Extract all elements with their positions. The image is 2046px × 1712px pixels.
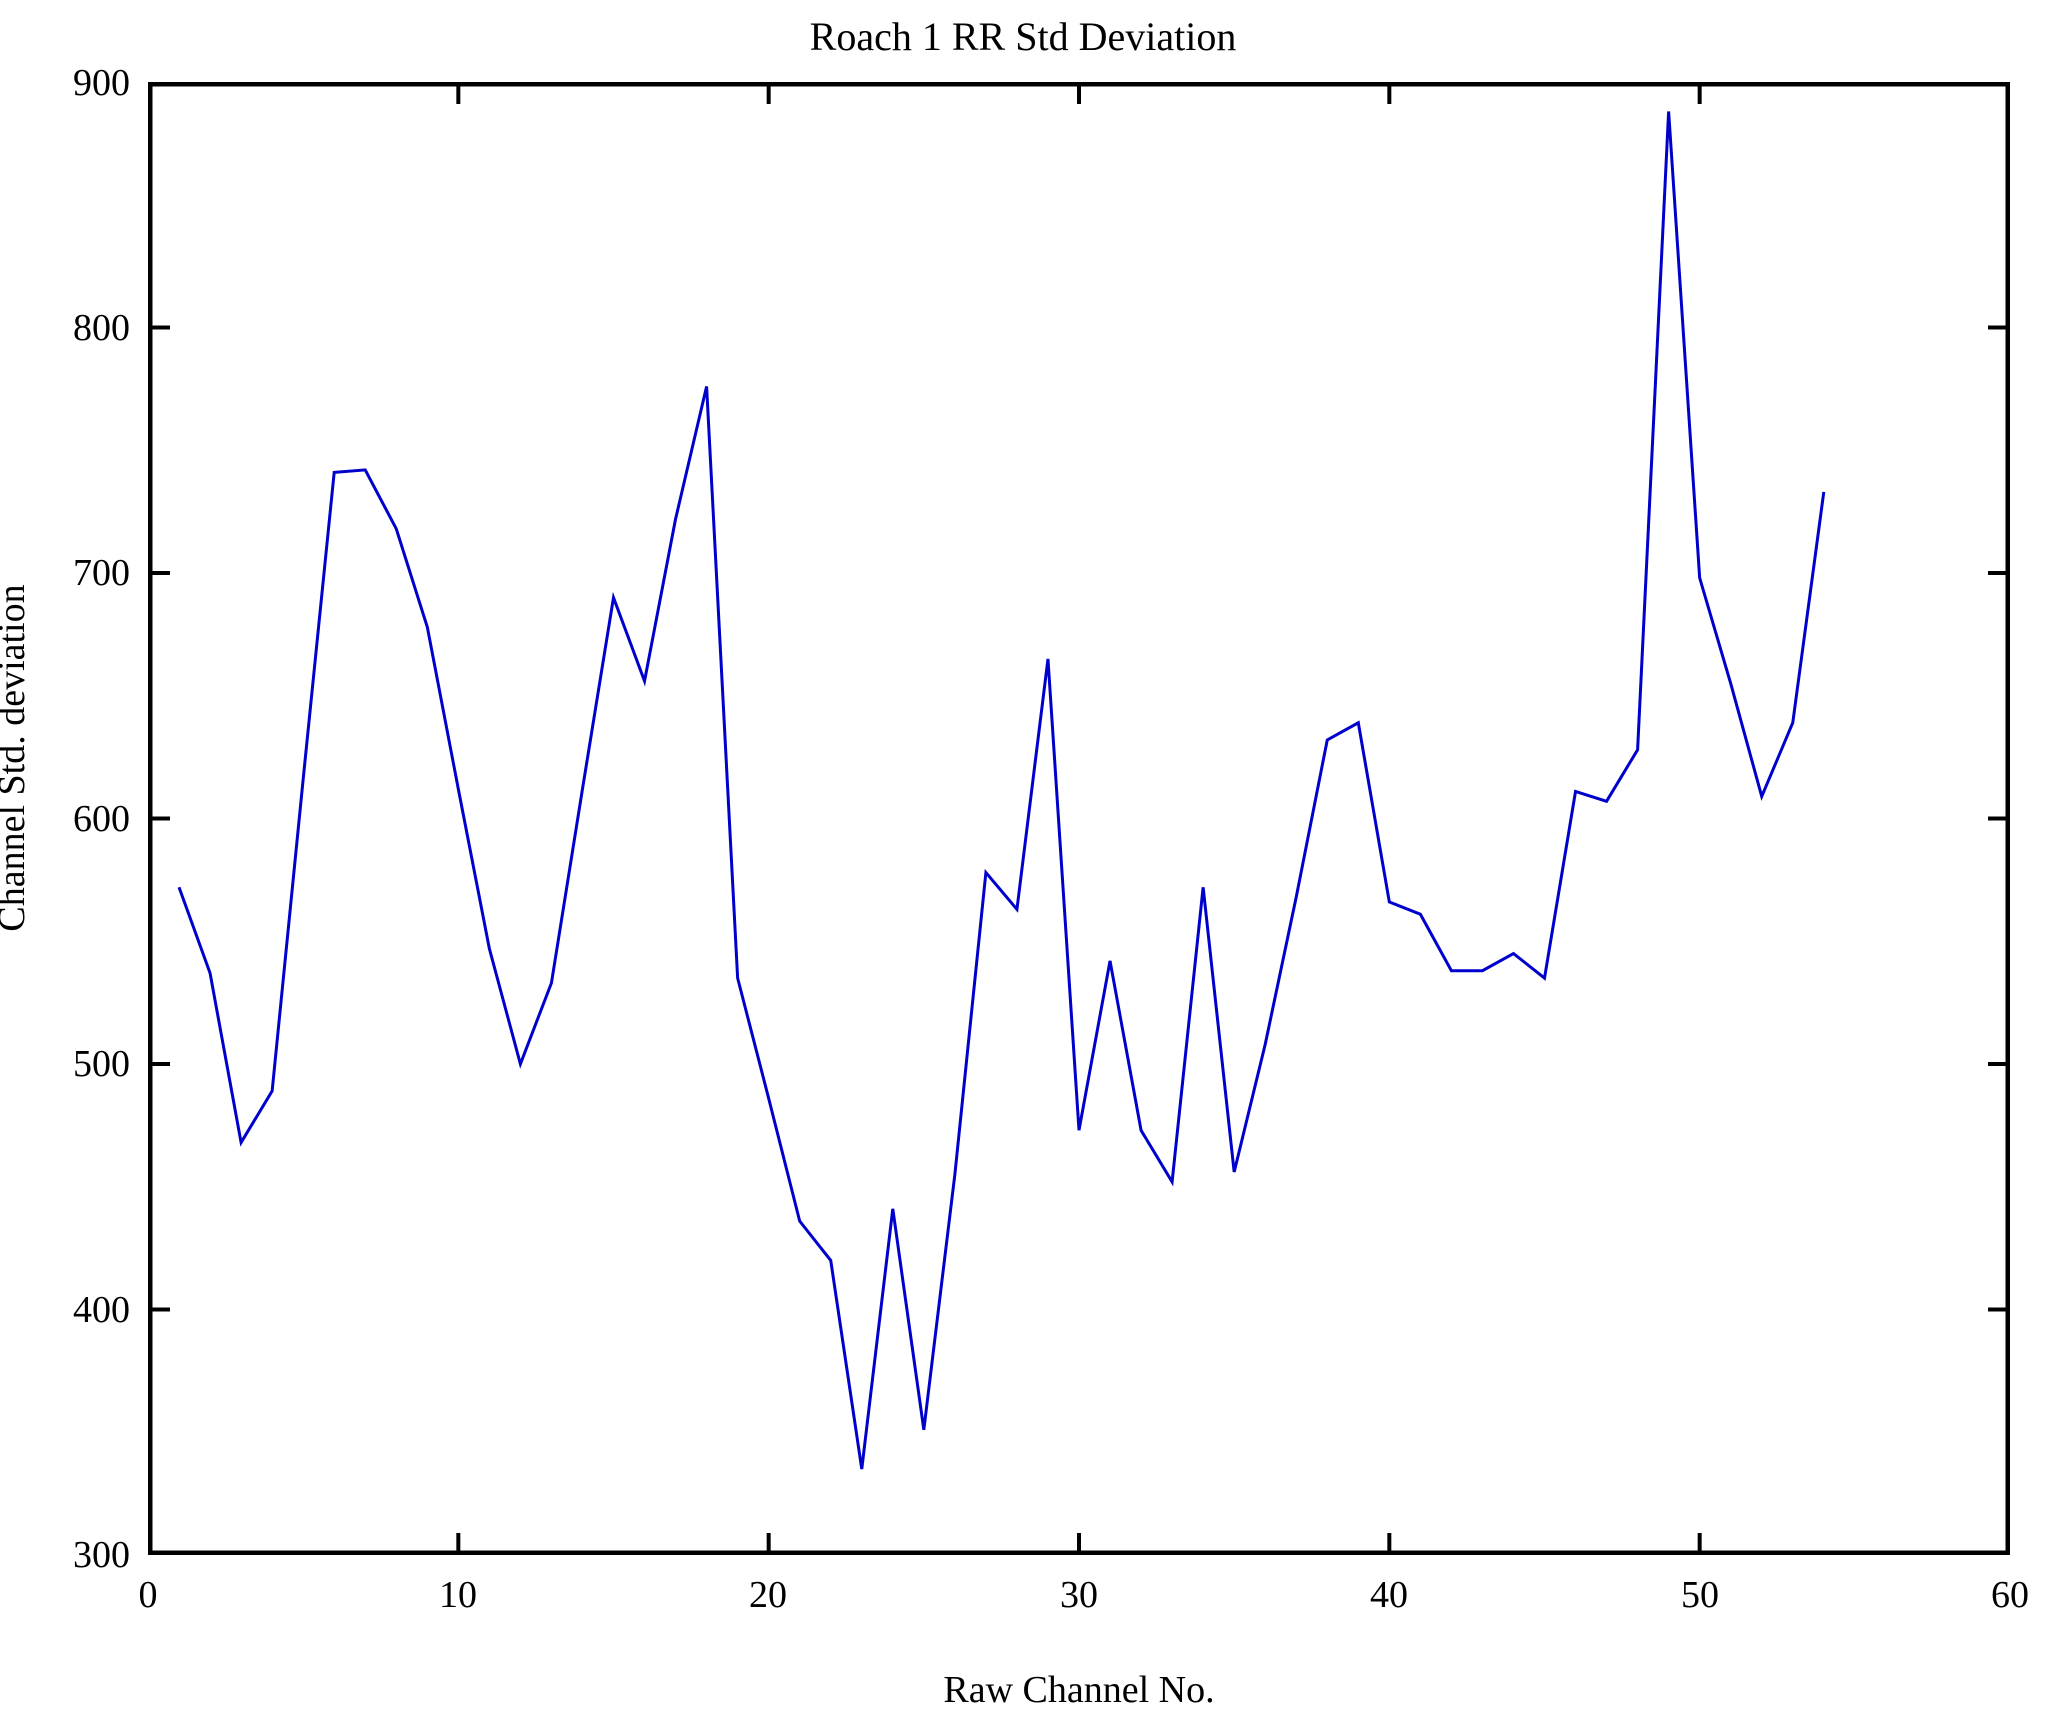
- y-tick-label-400: 400: [73, 1289, 130, 1331]
- x-tick-label-20: 20: [749, 1574, 787, 1616]
- y-tick-label-500: 500: [73, 1043, 130, 1085]
- y-tick-label-700: 700: [73, 552, 130, 594]
- y-tick-label-600: 600: [73, 798, 130, 840]
- x-tick-label-50: 50: [1681, 1574, 1719, 1616]
- x-tick-label-0: 0: [138, 1574, 158, 1616]
- plot-svg: [148, 82, 2010, 1555]
- axis-tick-marks: [148, 82, 2010, 1555]
- chart-title: Roach 1 RR Std Deviation: [809, 14, 1237, 59]
- x-tick-label-30: 30: [1060, 1574, 1098, 1616]
- y-tick-label-300: 300: [73, 1534, 130, 1576]
- plot-frame: [148, 82, 2010, 1555]
- y-tick-label-900: 900: [73, 62, 130, 104]
- data-series-line: [177, 111, 1826, 1470]
- plot-area: [148, 82, 2010, 1555]
- x-tick-label-60: 60: [1991, 1574, 2029, 1616]
- x-axis-label: Raw Channel No.: [943, 1669, 1215, 1711]
- figure-canvas: Roach 1 RR Std Deviation Channel Std. de…: [0, 14, 2029, 1711]
- x-tick-label-10: 10: [439, 1574, 477, 1616]
- x-tick-label-40: 40: [1370, 1574, 1408, 1616]
- y-tick-label-800: 800: [73, 307, 130, 349]
